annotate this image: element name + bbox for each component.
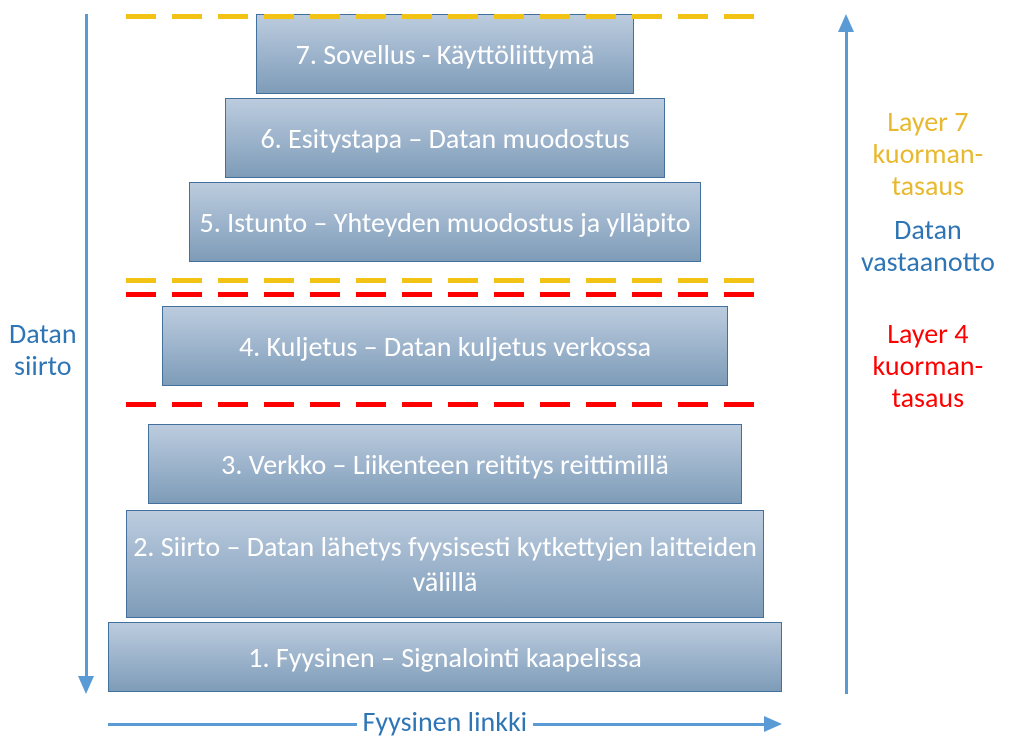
layer-5-box: 5. Istunto – Yhteyden muodostus ja ylläp…: [189, 182, 701, 262]
layer-1-label: 1. Fyysinen – Signalointi kaapelissa: [248, 640, 642, 675]
label-datan-vastaanotto-line-1: vastaanotto: [861, 244, 995, 279]
label-layer7-line-2: tasaus: [892, 168, 964, 203]
layer-6-box: 6. Esitystapa – Datan muodostus: [225, 98, 665, 178]
layer-1-box: 1. Fyysinen – Signalointi kaapelissa: [108, 622, 782, 692]
label-datan-siirto-line-0: Datan: [9, 316, 77, 351]
layer-2-label: 2. Siirto – Datan lähetys fyysisesti kyt…: [133, 529, 757, 599]
label-fyysinen-linkki: Fyysinen linkki: [357, 706, 534, 738]
label-layer7-line-0: Layer 7: [887, 104, 968, 139]
layer-5-label: 5. Istunto – Yhteyden muodostus ja ylläp…: [200, 205, 691, 240]
arrow-left-line: [85, 14, 88, 684]
arrow-right-line: [845, 24, 848, 694]
label-layer4: Layer 4kuorman-tasaus: [873, 318, 984, 415]
arrow-left-head: [78, 676, 94, 694]
layer-2-box: 2. Siirto – Datan lähetys fyysisesti kyt…: [126, 510, 764, 618]
label-layer4-line-1: kuorman-: [873, 348, 984, 383]
label-layer7: Layer 7kuorman-tasaus: [873, 106, 984, 203]
layer-4-label: 4. Kuljetus – Datan kuljetus verkossa: [239, 329, 651, 364]
layer-6-label: 6. Esitystapa – Datan muodostus: [260, 121, 629, 156]
label-layer4-line-0: Layer 4: [887, 316, 968, 351]
layer-3-box: 3. Verkko – Liikenteen reititys reittimi…: [148, 424, 742, 504]
layer-7-label: 7. Sovellus - Käyttöliittymä: [296, 37, 595, 72]
label-layer7-line-1: kuorman-: [873, 136, 984, 171]
arrow-right-head: [838, 14, 854, 32]
layer-4-box: 4. Kuljetus – Datan kuljetus verkossa: [162, 306, 728, 386]
label-fyysinen-linkki-text: Fyysinen linkki: [363, 704, 528, 739]
layer-7-box: 7. Sovellus - Käyttöliittymä: [256, 14, 634, 94]
label-datan-vastaanotto-line-0: Datan: [894, 212, 962, 247]
label-layer4-line-2: tasaus: [892, 380, 964, 415]
arrow-bottom-head: [764, 716, 782, 732]
layer-3-label: 3. Verkko – Liikenteen reititys reittimi…: [221, 447, 669, 482]
label-datan-vastaanotto: Datanvastaanotto: [861, 214, 995, 278]
label-datan-siirto: Datansiirto: [9, 318, 77, 382]
label-datan-siirto-line-1: siirto: [14, 348, 71, 383]
